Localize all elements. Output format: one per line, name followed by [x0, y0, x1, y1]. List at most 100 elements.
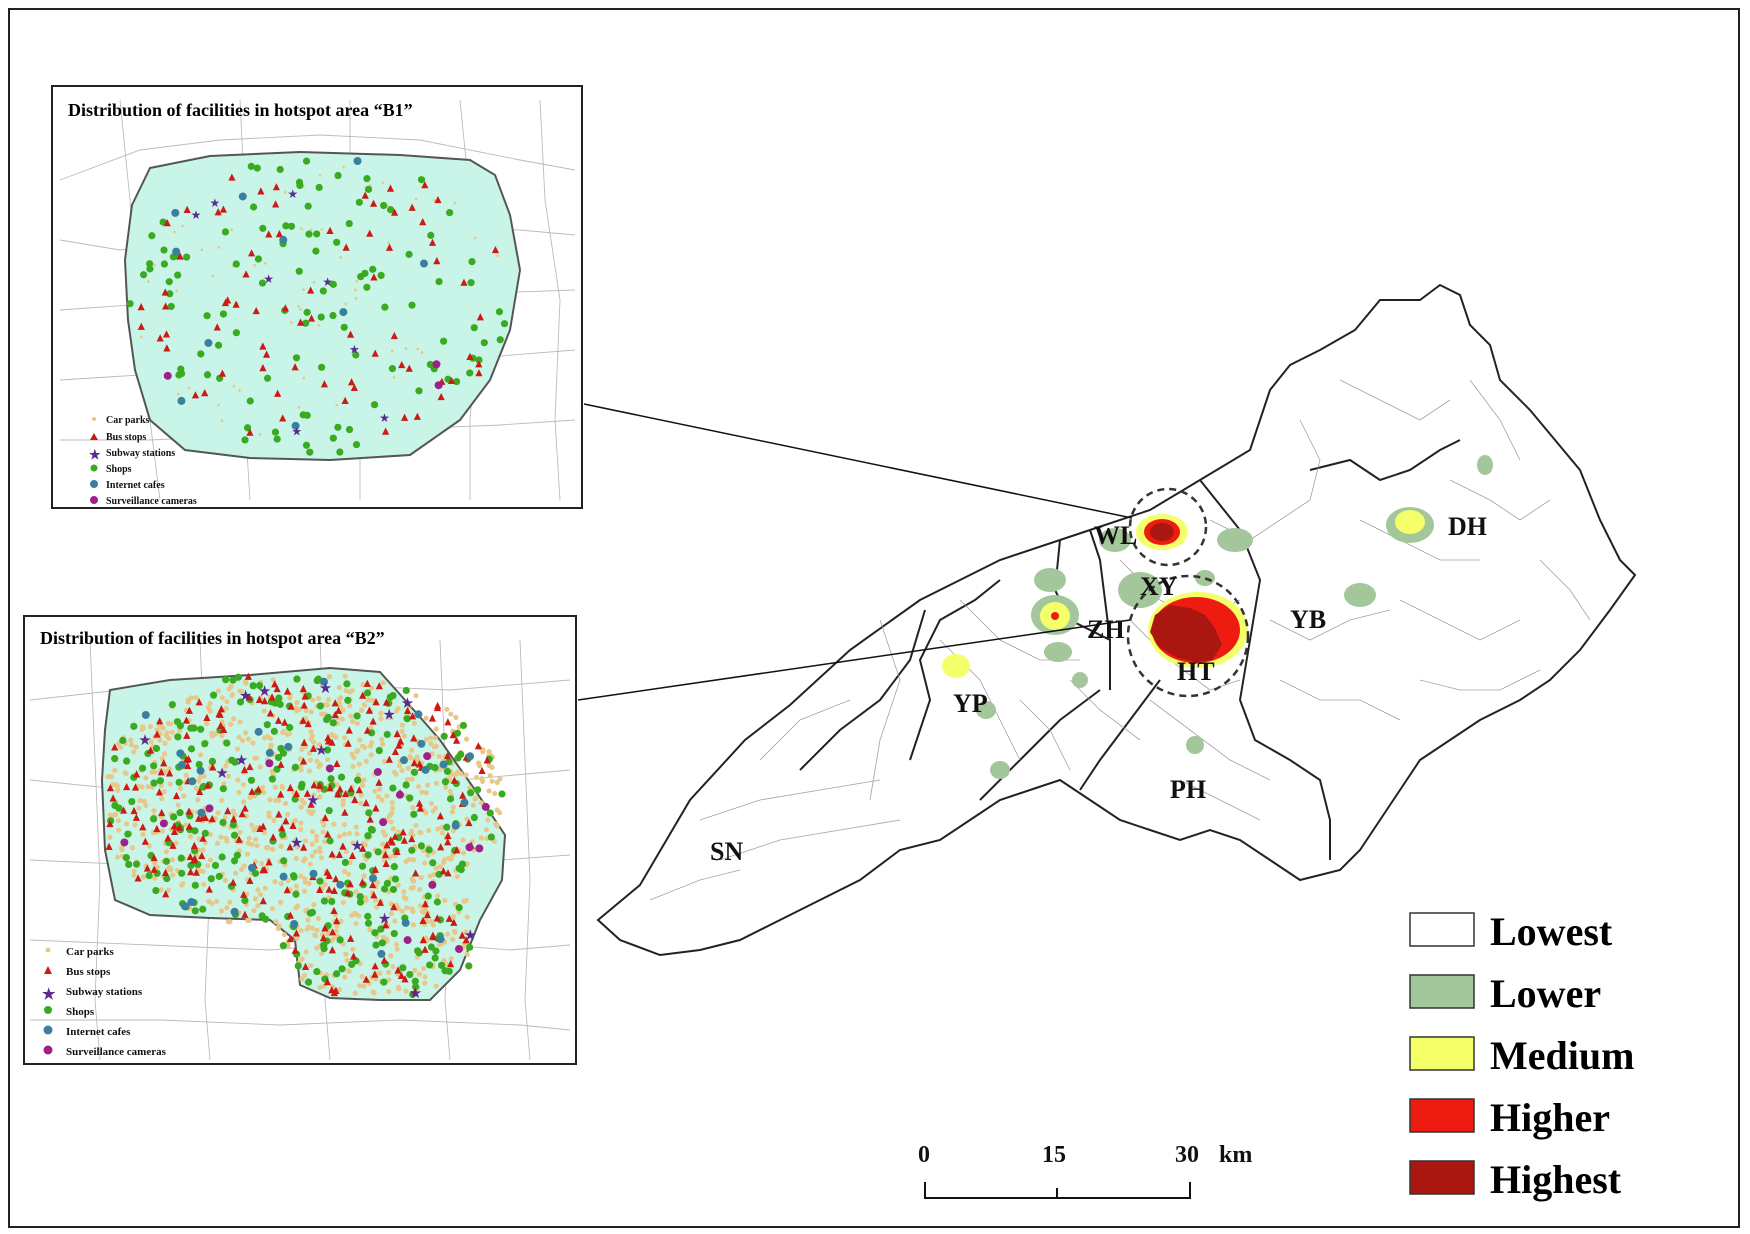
bus-stop-marker — [157, 768, 165, 776]
shop-marker — [316, 877, 324, 885]
shop-marker — [262, 915, 270, 923]
car-park-marker — [363, 758, 369, 764]
bus-stop-marker — [333, 917, 341, 925]
car-park-marker — [485, 817, 491, 823]
bus-stop-marker — [328, 946, 336, 954]
risk-patch-lower — [1044, 642, 1072, 662]
car-park-marker — [350, 840, 356, 846]
car-park-marker — [390, 349, 394, 353]
shop-marker — [304, 978, 313, 986]
bus-stop-marker — [408, 712, 417, 720]
car-park-marker — [341, 868, 348, 875]
car-park-marker — [418, 875, 424, 881]
car-park-marker — [441, 857, 447, 863]
car-park-marker — [377, 786, 383, 792]
shop-marker — [150, 779, 158, 787]
shop-marker — [291, 795, 299, 803]
car-park-marker — [344, 302, 348, 306]
bus-stop-marker — [269, 833, 277, 841]
bus-stop-marker — [416, 804, 424, 812]
inset-b2: ★ ★ ★ ★ ★ ★ ★ ★ ★ ★ ★ ★ ★ ★ ★ Distribution of faciliti… — [23, 615, 577, 1065]
car-park-marker — [205, 705, 211, 711]
car-park-marker — [317, 984, 323, 990]
bus-stop-marker — [365, 706, 373, 714]
subway-station-marker: ★ — [409, 986, 422, 1002]
car-park-marker — [266, 813, 272, 819]
shop-marker — [138, 764, 147, 772]
bus-stop-marker — [141, 837, 149, 845]
bus-stop-marker — [434, 195, 442, 204]
shop-marker — [197, 350, 205, 358]
car-park-marker — [113, 782, 119, 788]
bus-stop-marker — [466, 352, 474, 361]
car-park-marker — [417, 886, 423, 893]
car-park-marker — [461, 898, 467, 904]
car-park-marker — [377, 970, 383, 976]
bus-stop-marker — [393, 847, 401, 856]
bus-stop-marker — [182, 755, 190, 763]
camera-marker — [379, 818, 388, 827]
internet-cafe-marker — [181, 902, 190, 911]
shop-marker — [145, 871, 153, 880]
bus-stop-marker — [299, 757, 308, 765]
shop-marker — [230, 857, 239, 865]
bus-stop-marker — [395, 741, 403, 749]
shop-marker — [427, 943, 435, 951]
bus-stop-marker — [301, 692, 309, 700]
shop-marker — [327, 775, 335, 783]
bus-stop-marker — [170, 822, 178, 830]
subway-station-marker: ★ — [319, 681, 332, 697]
bus-stop-marker — [334, 706, 343, 714]
bus-stop-marker — [203, 713, 211, 722]
internet-cafe-marker — [284, 742, 293, 751]
bus-stop-marker — [201, 813, 210, 822]
car-park-marker — [433, 726, 439, 732]
shop-marker — [163, 874, 171, 883]
car-park-marker — [341, 822, 347, 828]
car-park-marker — [487, 773, 493, 779]
bus-stop-marker — [259, 897, 267, 905]
shop-marker — [328, 897, 336, 906]
bus-stop-marker — [238, 810, 246, 818]
bus-stop-marker — [182, 716, 190, 724]
car-park-marker — [309, 841, 315, 847]
camera-marker — [403, 936, 412, 945]
shop-marker — [152, 886, 160, 895]
shop-marker — [152, 744, 161, 753]
car-park-marker — [432, 735, 438, 741]
bus-stop-marker — [331, 699, 339, 707]
shop-marker — [197, 725, 205, 733]
bus-stop-marker — [351, 795, 359, 804]
subway-station-marker: ★ — [322, 275, 333, 289]
shop-marker — [426, 360, 434, 369]
car-park-marker — [297, 405, 301, 409]
shop-marker — [263, 374, 272, 382]
subway-station-marker: ★ — [258, 684, 271, 700]
camera-marker — [159, 819, 168, 828]
camera-marker — [205, 804, 214, 813]
car-park-marker — [272, 879, 278, 885]
bus-stop-marker — [153, 730, 161, 738]
bus-stop-marker — [217, 705, 225, 713]
car-park-marker — [225, 773, 232, 779]
car-park-marker — [404, 776, 410, 782]
bus-stop-marker — [307, 286, 315, 294]
internet-cafe-marker — [176, 749, 185, 758]
shop-marker — [406, 794, 414, 802]
shop-marker — [431, 954, 439, 962]
risk-patch-lower — [1195, 570, 1215, 586]
car-park-marker — [416, 347, 420, 351]
shop-marker — [390, 863, 398, 871]
car-park-marker — [273, 797, 279, 803]
scale-unit: km — [1219, 1142, 1252, 1168]
car-park-marker — [409, 776, 415, 782]
camera-marker — [428, 880, 437, 889]
car-park-marker — [395, 829, 402, 835]
bus-stop-marker — [333, 759, 341, 768]
internet-cafe-marker — [417, 739, 426, 748]
car-park-marker — [302, 838, 309, 844]
shop-marker — [320, 897, 329, 905]
car-park-marker — [235, 777, 241, 783]
car-park-marker — [163, 849, 169, 855]
shop-marker — [316, 702, 324, 710]
